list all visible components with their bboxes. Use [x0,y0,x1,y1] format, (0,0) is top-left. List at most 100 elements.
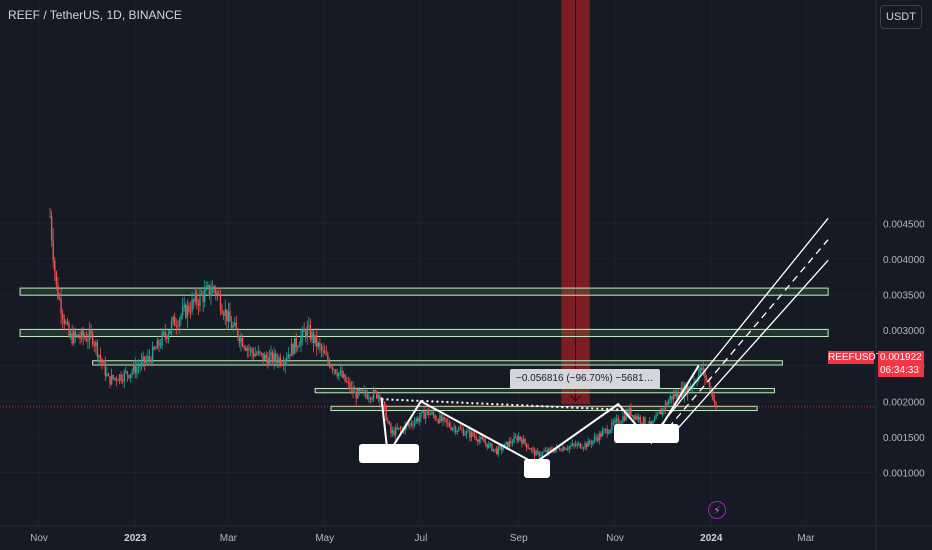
candle-body [387,420,389,422]
candle-body [639,416,641,423]
candle-body [442,417,444,421]
candle-body [424,413,427,419]
candle-body [161,333,163,346]
candle-body [342,374,345,378]
candle-body [514,436,517,438]
candle-body [128,375,130,378]
candle-body [322,350,324,352]
candle-body [573,443,575,445]
candle-body [246,348,249,351]
candle-body [374,389,376,392]
candle-body [216,293,219,295]
candle-body [431,412,433,414]
candle-body [633,415,635,420]
candle-body [454,427,457,433]
candle-body [164,332,166,337]
candle-body [540,454,542,457]
currency-button[interactable]: USDT [880,5,922,29]
candle-body [688,386,690,390]
candle-body [254,354,256,357]
candle-body [527,447,529,449]
neckline [381,398,625,411]
candle-body [245,347,247,351]
candle-body [293,338,296,355]
candle-body [205,286,207,290]
candle-body [352,387,354,394]
candle-body [68,323,70,337]
candle-body [238,337,241,343]
candle-body [713,399,716,403]
y-tick-label: 0.002000 [883,397,925,408]
y-tick-label: 0.004500 [883,219,925,230]
candle-body [582,447,585,449]
candle-body [320,346,323,351]
candle-body [147,356,149,361]
candle-body [210,292,212,296]
candle-body [661,408,664,415]
candle-body [181,307,184,316]
candle-body [69,333,72,337]
candle-body [432,412,435,416]
candle-body [85,337,88,342]
candle-body [369,398,372,400]
candle-body [604,428,607,430]
candle-body [120,374,122,381]
candle-body [518,436,520,441]
candle-body [188,305,190,312]
candle-body [396,427,398,430]
candle-body [549,448,552,450]
candle-body [413,421,416,426]
x-tick-label: Nov [30,533,48,544]
candle-body [237,328,239,338]
candle-body [704,368,706,379]
candle-body [300,336,302,346]
candle-body [107,373,110,377]
candle-body [249,349,252,350]
candle-body [63,318,65,324]
candle-body [363,390,365,392]
candle-body [502,447,504,450]
candle-body [412,424,414,426]
price-zone [19,328,829,338]
candle-body [669,395,671,401]
candle-body [421,410,424,413]
candle-body [287,354,290,359]
candle-body [306,326,308,338]
candle-body [623,416,626,421]
candle-body [197,303,200,306]
candle-body [391,430,394,434]
candle-body [546,450,548,453]
candle-body [590,442,593,444]
candle-body [194,293,196,302]
candle-body [477,439,479,442]
candle-body [137,366,140,368]
candle-body [390,424,392,434]
candle-body [289,354,291,357]
candle-body [574,444,577,446]
candle-body [243,346,245,348]
candle-body [325,353,327,355]
candle-body [252,352,255,357]
candle-body [465,431,468,435]
candle-body [364,390,367,395]
candle-body [473,435,476,437]
x-tick-label: 2024 [700,533,723,544]
candle-body [592,440,594,444]
candle-body [106,373,108,376]
candle-body [298,345,301,348]
candle-body [451,428,454,430]
lightning-icon[interactable]: ⚡ [708,501,726,519]
candle-body [339,370,342,373]
candle-body [548,448,550,453]
candle-body [630,408,632,417]
candle-body [494,448,496,450]
candle-body [222,313,225,316]
candle-body [76,334,78,336]
candle-body [578,443,580,445]
candle-body [484,442,487,444]
candle-body [284,360,286,366]
candle-body [79,337,81,339]
candle-body [49,216,51,217]
candle-body [625,412,627,421]
